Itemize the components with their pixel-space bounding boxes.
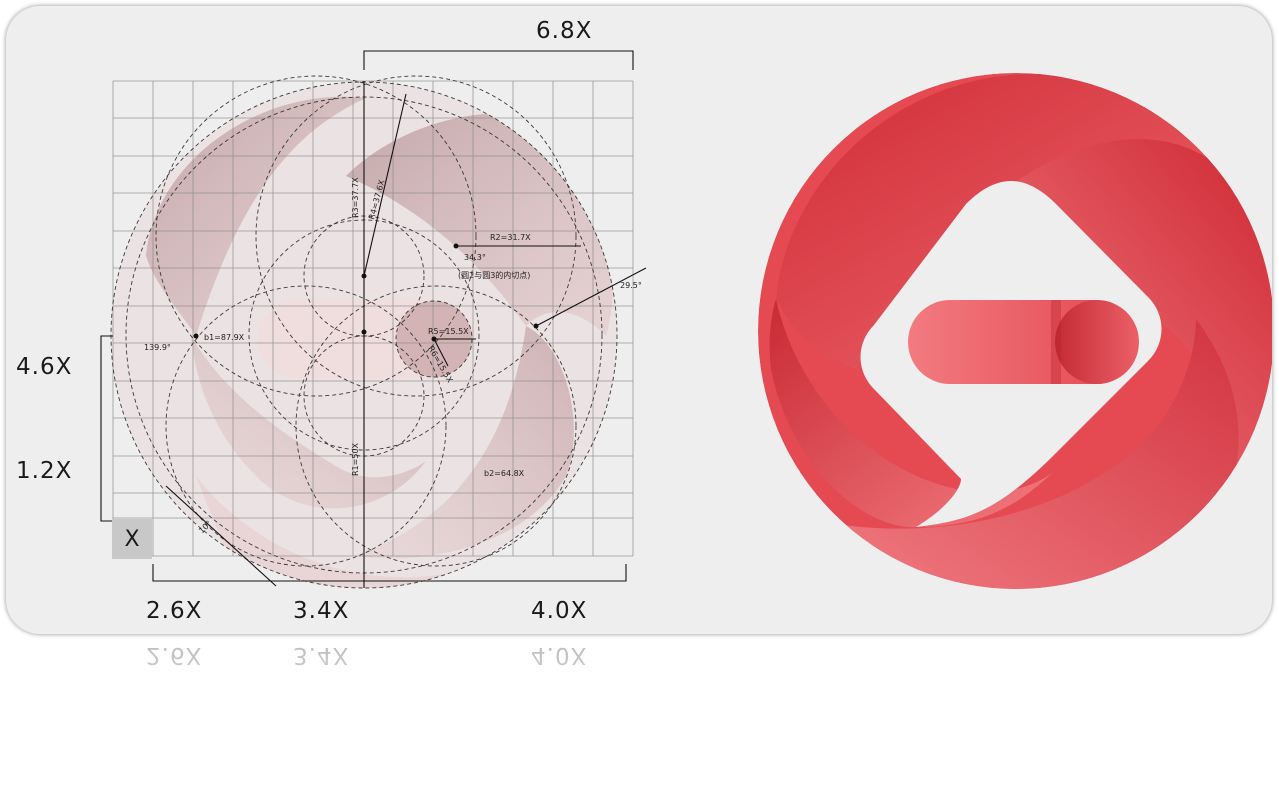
- label-r1: R1=50X: [351, 442, 360, 476]
- label-r2: R2=31.7X: [490, 233, 531, 242]
- label-angle-a: 34.3°: [464, 253, 486, 262]
- construction-diagram: R3=37.7X R4=37.6X R2=31.7X 34.3° (圆2与圆3的…: [100, 50, 647, 589]
- upper-left-band: [146, 96, 366, 336]
- dim-top-width: 6.8X: [536, 18, 593, 44]
- label-r5: R5=15.5X: [428, 327, 469, 336]
- lower-left-band: [191, 336, 426, 509]
- unit-box: X: [112, 519, 152, 559]
- label-angle-b: 139.9°: [144, 343, 171, 352]
- lower-right-band: [356, 326, 574, 559]
- label-tangent-note: (圆2与圆3的内切点): [458, 270, 530, 280]
- center-dots: [193, 243, 539, 342]
- reflection-dim-c: 4.0X: [531, 642, 588, 668]
- logo-ribbon-bottom: [836, 319, 1239, 589]
- upper-right-band: [346, 113, 614, 336]
- logo: [758, 73, 1272, 589]
- dim-bottom-c: 4.0X: [531, 598, 588, 624]
- dim-bottom-a: 2.6X: [146, 598, 203, 624]
- label-angle-c: 29.5°: [620, 281, 642, 290]
- grid: [112, 80, 634, 557]
- label-b2: b2=64.8X: [484, 469, 525, 478]
- logo-pill-knob: [1055, 300, 1139, 384]
- dim-left-lower: 1.2X: [16, 458, 73, 484]
- card-reflection: 2.6X 3.4X 4.0X: [6, 634, 1272, 801]
- label-b1: b1=87.9X: [204, 333, 245, 342]
- logo-pill-shadow: [1051, 300, 1061, 384]
- reflection-dim-b: 3.4X: [293, 642, 350, 668]
- dim-left-upper: 4.6X: [16, 354, 73, 380]
- dim-bottom-b: 3.4X: [293, 598, 350, 624]
- logo-ribbon-left: [769, 299, 1056, 528]
- diagram-card: R3=37.7X R4=37.6X R2=31.7X 34.3° (圆2与圆3的…: [6, 6, 1272, 634]
- reflection-dim-a: 2.6X: [146, 642, 203, 668]
- label-r3: R3=37.7X: [351, 177, 360, 218]
